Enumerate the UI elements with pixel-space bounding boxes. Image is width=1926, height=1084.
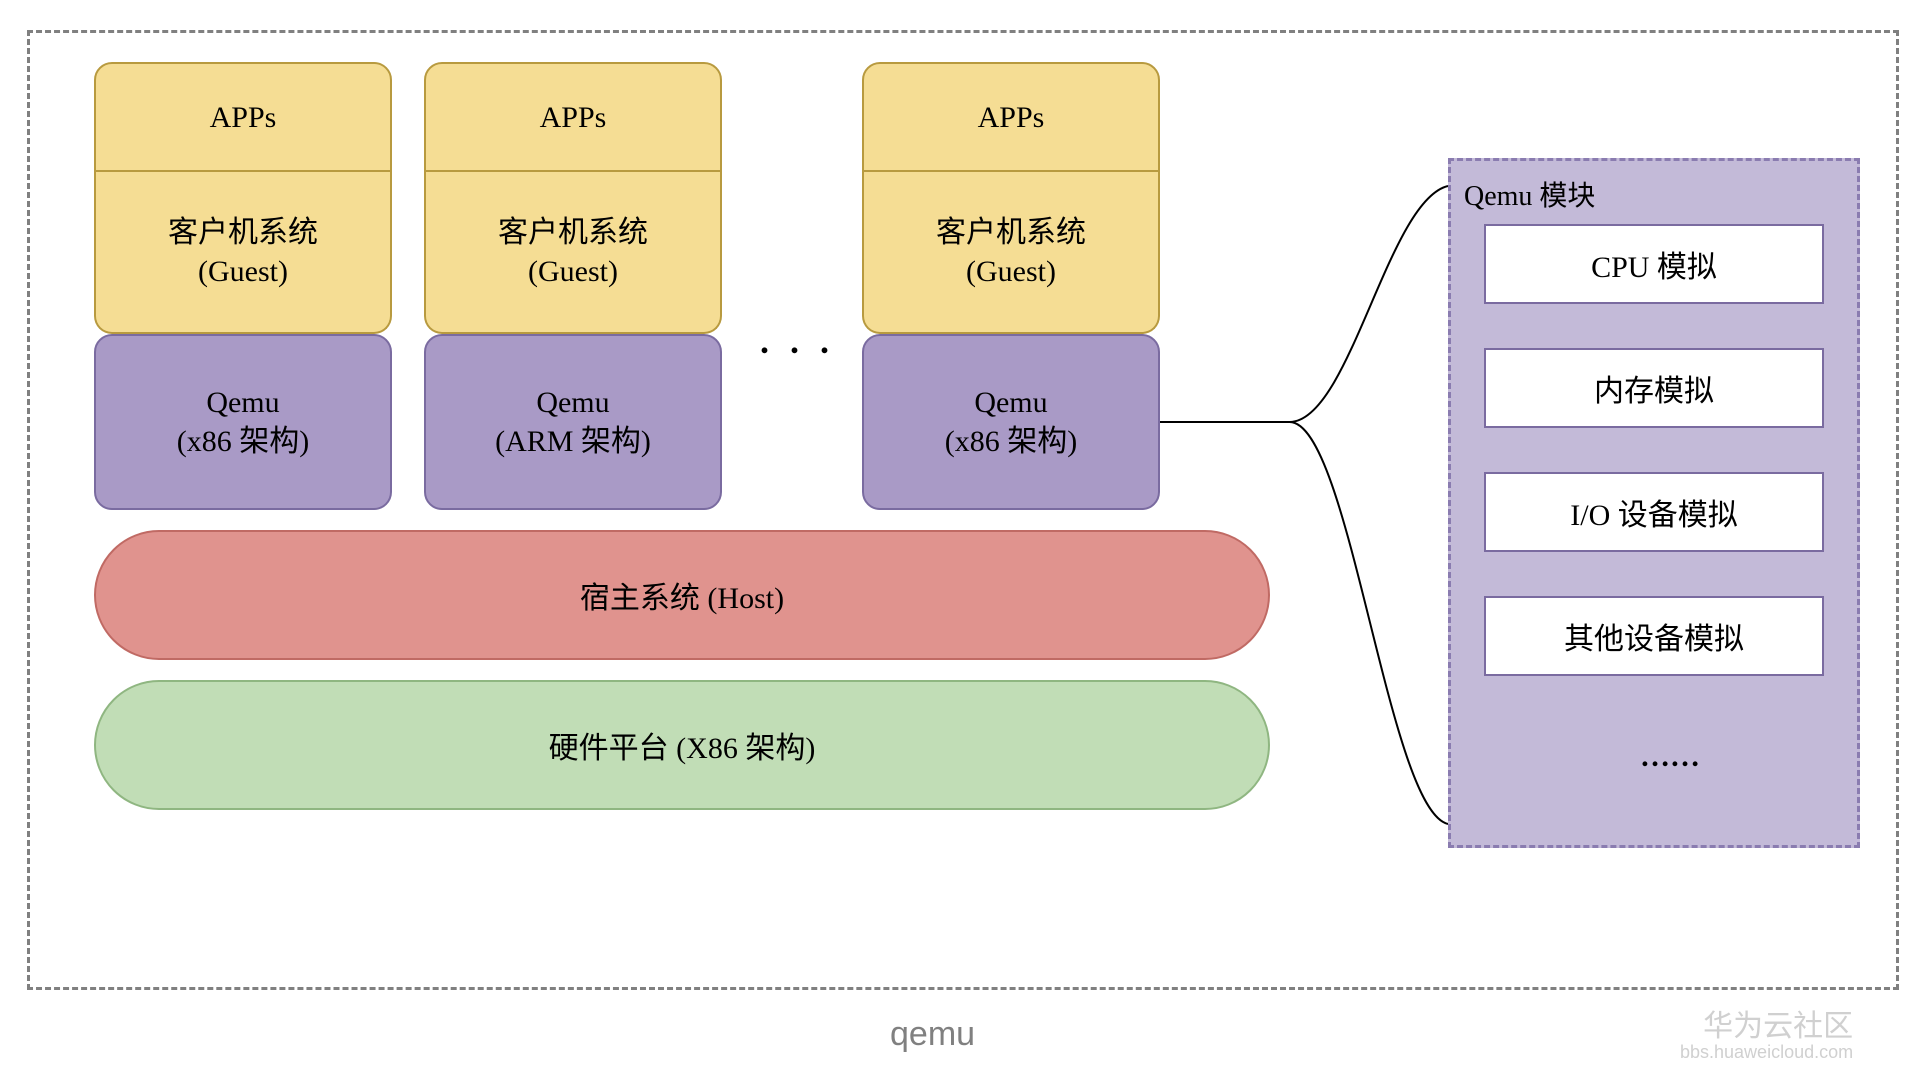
- module-io: I/O 设备模拟: [1484, 472, 1824, 552]
- apps-label: APPs: [540, 98, 607, 137]
- module-label: 内存模拟: [1594, 366, 1714, 410]
- module-cpu: CPU 模拟: [1484, 224, 1824, 304]
- host-label: 宿主系统 (Host): [580, 573, 784, 617]
- module-label: I/O 设备模拟: [1570, 490, 1738, 534]
- guest-box-1: 客户机系统(Guest): [94, 172, 392, 334]
- module-memory: 内存模拟: [1484, 348, 1824, 428]
- watermark-line1: 华为云社区: [1680, 1010, 1853, 1043]
- ellipsis: . . .: [760, 320, 835, 362]
- apps-box-2: APPs: [424, 62, 722, 172]
- module-more: ……: [1640, 740, 1700, 774]
- qemu-line2: (x86 架构): [945, 422, 1077, 461]
- guest-line2: (Guest): [528, 252, 618, 291]
- qemu-box-3: Qemu(x86 架构): [862, 334, 1160, 510]
- callout-title: Qemu 模块: [1464, 174, 1595, 214]
- guest-line2: (Guest): [966, 252, 1056, 291]
- guest-box-2: 客户机系统(Guest): [424, 172, 722, 334]
- hardware-label: 硬件平台 (X86 架构): [549, 723, 816, 767]
- qemu-box-1: Qemu(x86 架构): [94, 334, 392, 510]
- watermark: 华为云社区 bbs.huaweicloud.com: [1680, 1010, 1853, 1063]
- apps-box-3: APPs: [862, 62, 1160, 172]
- guest-line1: 客户机系统: [936, 213, 1086, 252]
- qemu-line2: (ARM 架构): [495, 422, 651, 461]
- qemu-line1: Qemu: [974, 383, 1047, 422]
- module-label: 其他设备模拟: [1564, 614, 1744, 658]
- qemu-line2: (x86 架构): [177, 422, 309, 461]
- guest-line1: 客户机系统: [168, 213, 318, 252]
- module-other: 其他设备模拟: [1484, 596, 1824, 676]
- watermark-line2: bbs.huaweicloud.com: [1680, 1043, 1853, 1063]
- host-pill: 宿主系统 (Host): [94, 530, 1270, 660]
- guest-box-3: 客户机系统(Guest): [862, 172, 1160, 334]
- apps-label: APPs: [210, 98, 277, 137]
- apps-box-1: APPs: [94, 62, 392, 172]
- caption: qemu: [890, 1015, 975, 1054]
- hardware-pill: 硬件平台 (X86 架构): [94, 680, 1270, 810]
- module-label: CPU 模拟: [1591, 242, 1717, 286]
- qemu-line1: Qemu: [206, 383, 279, 422]
- apps-label: APPs: [978, 98, 1045, 137]
- qemu-line1: Qemu: [536, 383, 609, 422]
- guest-line2: (Guest): [198, 252, 288, 291]
- guest-line1: 客户机系统: [498, 213, 648, 252]
- qemu-box-2: Qemu(ARM 架构): [424, 334, 722, 510]
